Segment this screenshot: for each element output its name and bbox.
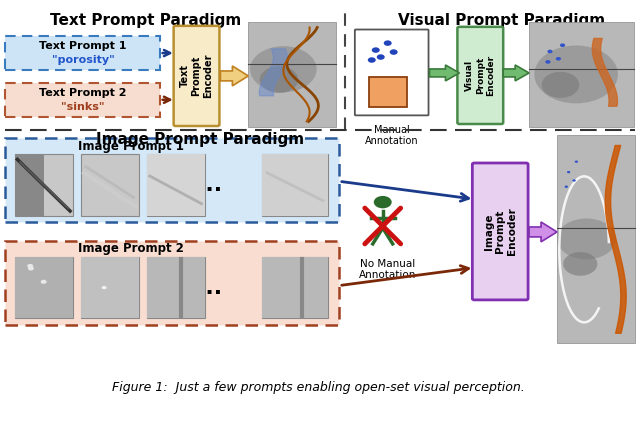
Text: Image
Prompt
Encoder: Image Prompt Encoder — [484, 207, 517, 255]
Polygon shape — [220, 66, 248, 86]
Text: ...: ... — [198, 278, 223, 297]
Text: "porosity": "porosity" — [52, 55, 115, 65]
Text: Text Prompt Paradigm: Text Prompt Paradigm — [50, 13, 241, 28]
Circle shape — [102, 286, 107, 289]
Text: Visual Prompt Paradigm: Visual Prompt Paradigm — [397, 13, 605, 28]
Circle shape — [556, 57, 561, 60]
Text: Image Prompt 1: Image Prompt 1 — [78, 140, 184, 153]
Bar — [15, 257, 73, 318]
Bar — [81, 257, 139, 318]
Bar — [5, 36, 160, 70]
Text: Text Prompt 1: Text Prompt 1 — [39, 41, 127, 51]
Circle shape — [28, 266, 34, 270]
Bar — [147, 155, 205, 216]
Bar — [5, 138, 339, 222]
Text: Manual
Annotation: Manual Annotation — [365, 125, 419, 146]
Text: Text Prompt 2: Text Prompt 2 — [39, 88, 127, 98]
Circle shape — [541, 72, 579, 98]
Polygon shape — [503, 65, 529, 81]
Bar — [262, 257, 328, 318]
Bar — [147, 155, 205, 216]
Bar — [369, 77, 406, 107]
Circle shape — [572, 179, 576, 182]
Circle shape — [390, 49, 397, 55]
Bar — [248, 22, 336, 127]
Circle shape — [560, 44, 565, 47]
Circle shape — [534, 45, 618, 103]
FancyBboxPatch shape — [355, 29, 429, 115]
Bar — [529, 22, 634, 127]
Circle shape — [384, 40, 392, 46]
Bar — [5, 83, 160, 117]
Circle shape — [575, 160, 578, 163]
Circle shape — [27, 264, 33, 268]
FancyBboxPatch shape — [472, 163, 528, 300]
Bar — [262, 155, 328, 216]
FancyBboxPatch shape — [458, 27, 503, 124]
Circle shape — [545, 60, 550, 64]
Circle shape — [374, 196, 392, 208]
Bar — [262, 155, 328, 216]
Text: Visual
Prompt
Encoder: Visual Prompt Encoder — [465, 55, 495, 96]
Circle shape — [547, 50, 552, 53]
Text: ...: ... — [198, 175, 223, 195]
Text: "sinks": "sinks" — [61, 102, 105, 112]
Text: No Manual
Annotation: No Manual Annotation — [359, 259, 417, 280]
Text: Text
Prompt
Encoder: Text Prompt Encoder — [180, 54, 213, 98]
Text: Image Prompt Paradigm: Image Prompt Paradigm — [97, 132, 305, 147]
Bar — [15, 155, 73, 216]
Bar — [262, 257, 328, 318]
Bar — [15, 155, 44, 216]
Text: Figure 1:  Just a few prompts enabling open-set visual perception.: Figure 1: Just a few prompts enabling op… — [111, 381, 524, 394]
Polygon shape — [529, 222, 557, 242]
Circle shape — [250, 46, 317, 92]
Bar — [147, 257, 205, 318]
Circle shape — [377, 54, 385, 60]
Bar — [147, 257, 205, 318]
Bar — [557, 135, 635, 343]
Circle shape — [372, 48, 380, 53]
Bar — [5, 241, 339, 325]
Circle shape — [567, 171, 570, 173]
Bar — [81, 257, 139, 318]
Text: Image Prompt 2: Image Prompt 2 — [78, 242, 184, 255]
Circle shape — [563, 252, 597, 276]
Circle shape — [557, 218, 616, 259]
Polygon shape — [429, 65, 460, 81]
Circle shape — [564, 186, 568, 188]
Bar — [81, 155, 139, 216]
Bar — [15, 257, 73, 318]
Circle shape — [260, 66, 298, 93]
FancyBboxPatch shape — [173, 26, 220, 126]
Circle shape — [368, 57, 376, 63]
Circle shape — [41, 280, 47, 284]
